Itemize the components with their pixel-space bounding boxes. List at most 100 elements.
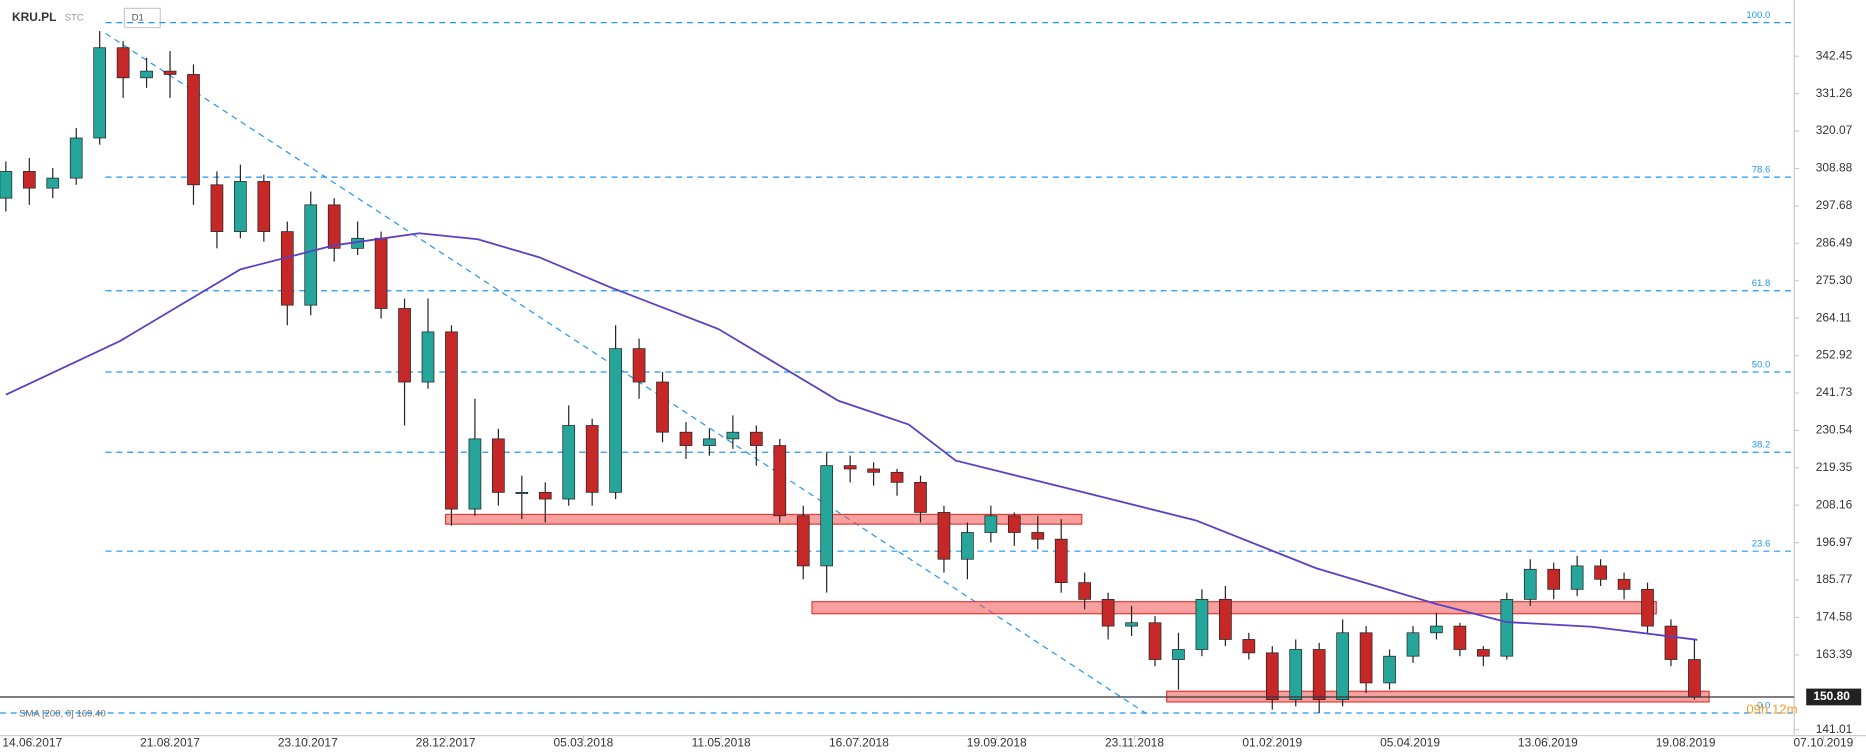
candle-body xyxy=(867,468,880,473)
candle-body xyxy=(46,177,60,189)
candle-body xyxy=(703,438,716,446)
last-price-label: 150.80 xyxy=(1813,689,1850,703)
candle-body xyxy=(1430,625,1443,634)
candle-body xyxy=(1195,598,1209,650)
source[interactable]: STC xyxy=(65,12,84,23)
candle-body xyxy=(937,512,951,560)
candle-body xyxy=(726,431,740,440)
candle-body xyxy=(632,348,646,383)
candle-body xyxy=(1617,578,1631,590)
candle-body xyxy=(1078,582,1092,600)
candle-body xyxy=(492,438,505,493)
countdown: 09h 12m xyxy=(1746,702,1797,717)
candle-body xyxy=(656,381,669,433)
y-tick-label: 241.73 xyxy=(1816,385,1853,399)
x-tick-label: 21.08.2017 xyxy=(140,736,200,750)
candle-body xyxy=(609,348,622,493)
candle-body xyxy=(1031,532,1045,540)
x-tick-label: 23.10.2017 xyxy=(278,736,338,750)
candle-body xyxy=(140,70,153,79)
fib-label: 0.0 xyxy=(1757,700,1770,711)
candle-body xyxy=(1312,649,1326,701)
candle-body xyxy=(1406,632,1420,657)
interval[interactable]: D1 xyxy=(132,12,144,23)
y-tick-label: 219.35 xyxy=(1816,460,1853,474)
candle-body xyxy=(515,492,529,494)
candle-body xyxy=(257,181,271,232)
candle-body xyxy=(961,532,974,560)
candle-body xyxy=(1477,649,1490,657)
y-tick-label: 331.26 xyxy=(1816,86,1853,100)
candle-body xyxy=(210,184,224,232)
x-tick-label: 16.07.2018 xyxy=(829,736,889,750)
support-zone xyxy=(444,513,1083,525)
candle-body xyxy=(1664,625,1678,660)
candle-body xyxy=(69,137,83,179)
candle-body xyxy=(468,438,482,510)
candle-body xyxy=(234,181,247,232)
fib-label: 23.6 xyxy=(1752,539,1771,550)
candle-body xyxy=(421,331,435,383)
candle-body xyxy=(1219,598,1232,640)
x-tick-label: 11.05.2018 xyxy=(692,736,751,750)
y-tick-label: 286.49 xyxy=(1816,235,1853,249)
candle-body xyxy=(1688,659,1701,698)
y-tick-label: 208.16 xyxy=(1816,497,1853,511)
candle-body xyxy=(562,425,576,500)
y-tick-label: 163.39 xyxy=(1816,647,1853,661)
x-tick-label: 05.04.2019 xyxy=(1380,736,1440,750)
x-tick-label: 07.10.2019 xyxy=(1793,736,1853,750)
candle-body xyxy=(843,465,857,470)
candle-body xyxy=(1453,625,1467,650)
y-tick-label: 308.88 xyxy=(1816,161,1853,175)
candle-body xyxy=(984,515,998,533)
candle-body xyxy=(187,74,200,186)
x-tick-label: 05.03.2018 xyxy=(553,736,613,750)
sma-line xyxy=(5,232,1698,641)
candle-body xyxy=(1383,655,1396,684)
candle-body xyxy=(1641,588,1654,627)
y-tick-label: 342.45 xyxy=(1816,48,1853,62)
candle-body xyxy=(1570,565,1584,590)
x-tick-label: 13.06.2019 xyxy=(1518,736,1578,750)
candle-body xyxy=(1242,639,1256,654)
candle-body xyxy=(1500,598,1514,657)
support-zone xyxy=(811,601,1657,615)
fib-label: 50.0 xyxy=(1752,359,1771,370)
x-tick-label: 28.12.2017 xyxy=(416,736,476,750)
candle-body xyxy=(1336,632,1349,701)
candle-body xyxy=(163,70,177,75)
symbol: KRU.PL xyxy=(12,10,57,24)
last-price-box xyxy=(1806,688,1862,706)
candle-body xyxy=(1125,622,1138,627)
candle-body xyxy=(914,481,927,513)
x-tick-label: 14.06.2017 xyxy=(2,736,62,750)
y-tick-label: 185.77 xyxy=(1816,572,1853,586)
candle-body xyxy=(890,471,904,483)
y-tick-label: 297.68 xyxy=(1816,198,1853,212)
y-tick-label: 252.92 xyxy=(1816,348,1853,362)
candle-body xyxy=(796,515,810,567)
candle-body xyxy=(1359,632,1373,684)
x-tick-label: 19.09.2018 xyxy=(967,736,1027,750)
fib-label: 100.0 xyxy=(1746,10,1770,21)
candle-body xyxy=(398,308,411,383)
candle-body xyxy=(304,204,318,306)
fib-label: 38.2 xyxy=(1752,440,1771,451)
candle-body xyxy=(1054,538,1068,583)
y-tick-label: 174.58 xyxy=(1816,610,1853,624)
candle-body xyxy=(1594,565,1607,580)
x-tick-label: 23.11.2018 xyxy=(1105,736,1164,750)
candle-body xyxy=(538,492,552,500)
candle-body xyxy=(93,47,107,139)
candle-body xyxy=(1523,568,1537,600)
candle-body xyxy=(374,237,388,309)
y-tick-label: 230.54 xyxy=(1816,423,1853,437)
candle-body xyxy=(1547,568,1561,590)
candle-body xyxy=(1148,622,1162,660)
sma-label: SMA [200, 0] 169.40 xyxy=(19,709,106,720)
candle-body xyxy=(1007,515,1021,533)
candle-body xyxy=(22,171,36,189)
